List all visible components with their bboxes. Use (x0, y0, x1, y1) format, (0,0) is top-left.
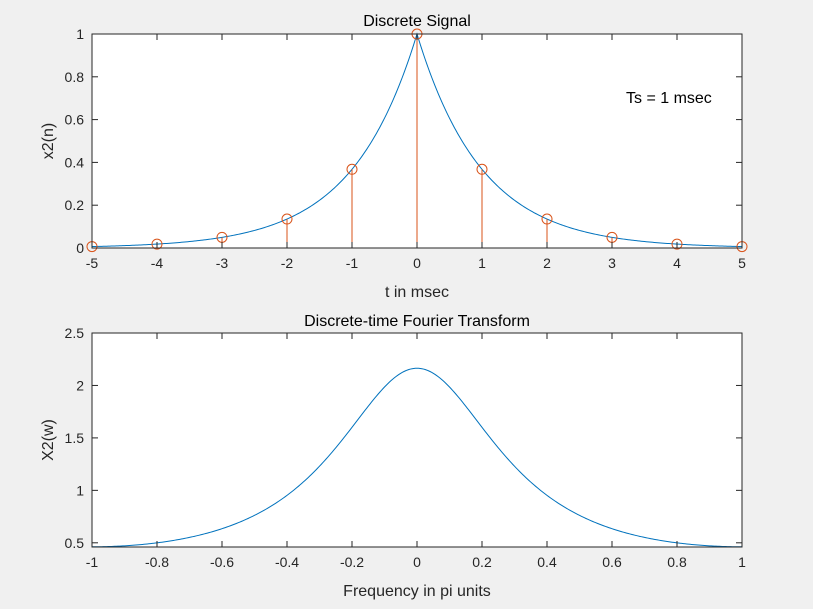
x-tick-label: -4 (151, 255, 164, 271)
stem-marker (151, 238, 163, 250)
y-tick-labels: 0 0.2 0.4 0.6 0.8 1 (65, 26, 742, 256)
y-tick-label: 0 (76, 240, 84, 256)
x-tick-label: -0.8 (145, 554, 169, 570)
x-tick-labels: -1 -0.8 -0.6 -0.4 -0.2 0 0.2 0.4 0.6 0.8 1 (86, 333, 746, 570)
axes-background (92, 333, 742, 547)
y-tick-label: 0.8 (65, 69, 85, 85)
x-tick-label: 0.4 (537, 554, 557, 570)
x-tick-label: 0 (413, 554, 421, 570)
stem-marker (476, 163, 488, 175)
x-tick-label: 0 (413, 255, 421, 271)
stem-marker (541, 213, 553, 225)
x-tick-label: -3 (216, 255, 229, 271)
y-tick-label: 0.2 (65, 197, 85, 213)
series-line (92, 367, 742, 548)
x-tick-label: 1 (478, 255, 486, 271)
y-tick-label: 1.5 (65, 430, 85, 446)
sampling-annotation: Ts = 1 msec (626, 90, 712, 107)
y-tick-label: 2 (76, 377, 84, 393)
y-tick-label: 2.5 (65, 325, 85, 341)
x-tick-label: -1 (346, 255, 359, 271)
x-tick-label: 3 (608, 255, 616, 271)
x-tick-label: 2 (543, 255, 551, 271)
stem-marker (671, 238, 683, 250)
discrete-signal-axes: -5 -4 -3 -2 -1 0 1 2 3 4 5 0 0.2 0.4 0.6 0.8 1 Discrete… (40, 13, 748, 301)
y-axis-label: X2(w) (40, 419, 57, 461)
y-tick-label: 1 (76, 482, 84, 498)
x-tick-label: -2 (281, 255, 294, 271)
chart-title: Discrete Signal (363, 13, 471, 30)
x-tick-label: 0.8 (667, 554, 687, 570)
x-tick-label: -1 (86, 554, 99, 570)
x-tick-label: 0.2 (472, 554, 492, 570)
stem-marker (346, 163, 358, 175)
y-tick-label: 0.6 (65, 112, 85, 128)
x-tick-label: 1 (738, 554, 746, 570)
y-tick-label: 0.5 (65, 535, 85, 551)
x-axis-label: t in msec (385, 284, 449, 301)
x-tick-label: -0.2 (340, 554, 364, 570)
x-tick-label: -0.6 (210, 554, 234, 570)
x-tick-label: 0.6 (602, 554, 622, 570)
y-axis-label: x2(n) (40, 123, 57, 159)
x-tick-label: -0.4 (275, 554, 299, 570)
x-tick-labels: -5 -4 -3 -2 -1 0 1 2 3 4 5 (86, 34, 746, 271)
x-tick-label: 4 (673, 255, 681, 271)
chart-title: Discrete-time Fourier Transform (304, 313, 530, 330)
y-tick-label: 0.4 (65, 154, 85, 170)
dtft-axes: -1 -0.8 -0.6 -0.4 -0.2 0 0.2 0.4 0.6 0.8 1 0.5 1 1.5… (40, 313, 746, 600)
x-tick-label: 5 (738, 255, 746, 271)
stem-marker (281, 213, 293, 225)
x-axis-label: Frequency in pi units (343, 583, 491, 600)
y-tick-labels: 0.5 1 1.5 2 2.5 (65, 325, 742, 551)
x-tick-label: -5 (86, 255, 99, 271)
y-tick-label: 1 (76, 26, 84, 42)
plot-area (92, 367, 742, 548)
